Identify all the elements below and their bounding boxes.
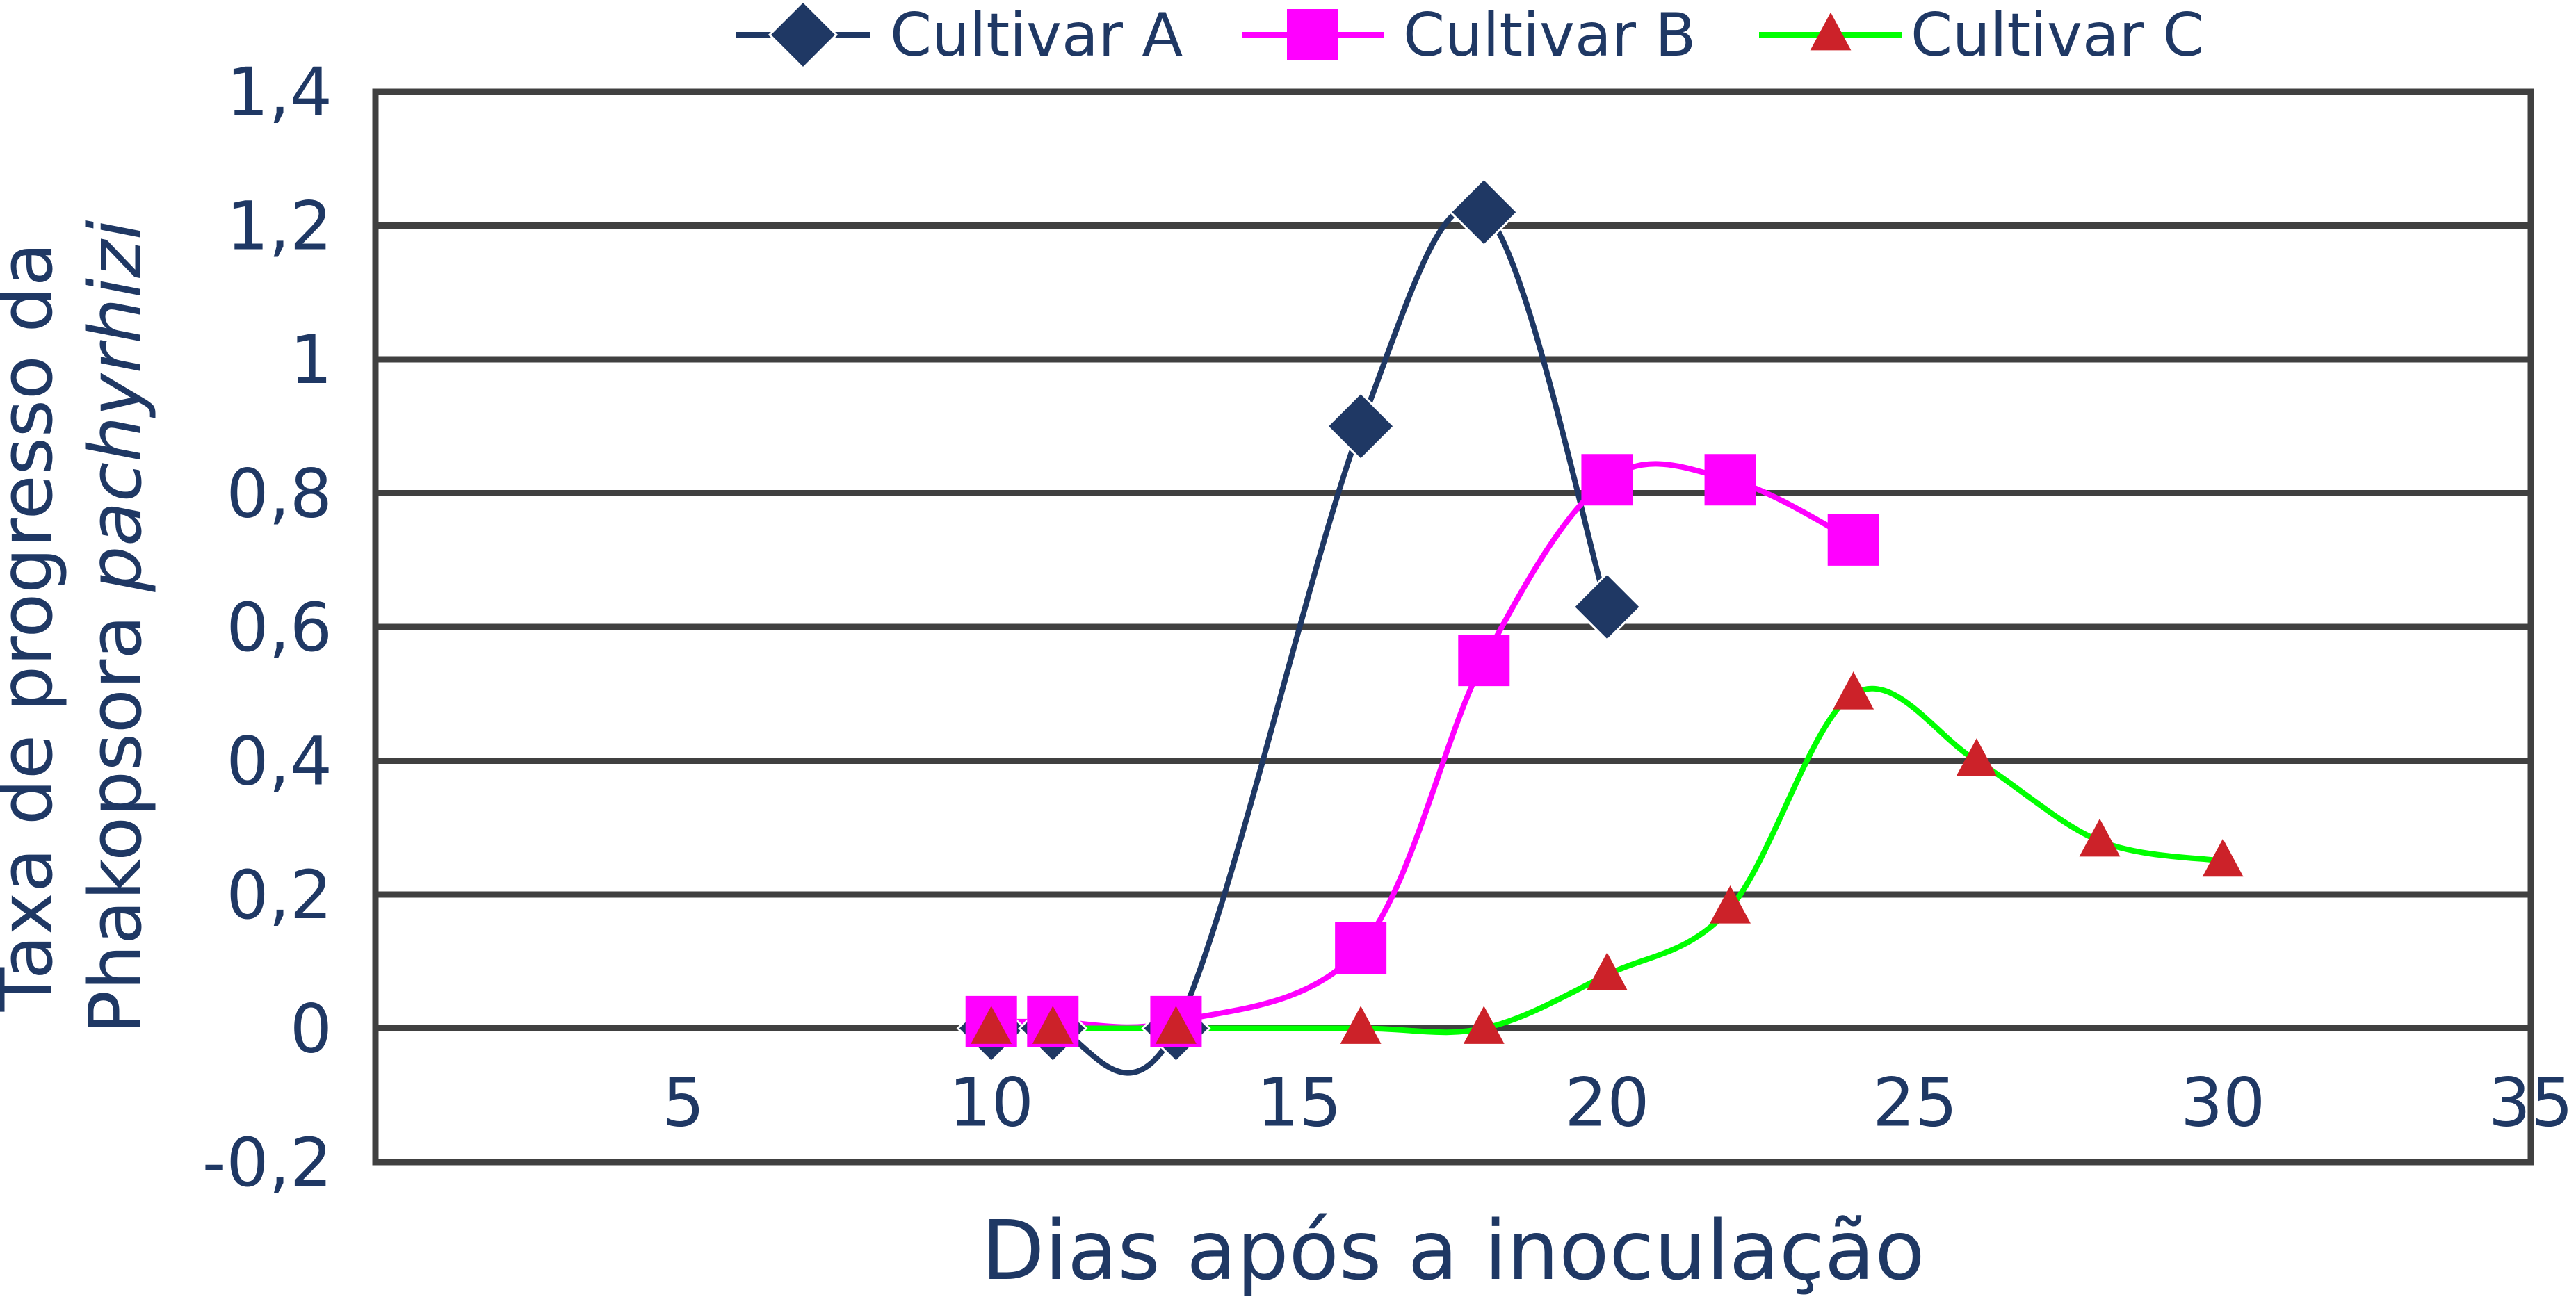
data-point-series-2 — [1458, 635, 1510, 687]
x-tick-label: 15 — [1256, 1064, 1341, 1142]
series-line-2 — [988, 461, 1856, 1030]
x-axis-title: Dias após a inoculação — [981, 1202, 1925, 1298]
data-point-series-2 — [1335, 922, 1387, 974]
legend-label-3: Cultivar C — [1911, 1, 2204, 70]
legend-marker-2 — [1287, 9, 1338, 60]
y-tick-label: 1,2 — [226, 188, 332, 266]
data-point-series-2 — [1704, 454, 1756, 506]
x-tick-label: 25 — [1872, 1064, 1957, 1142]
y-tick-labels: -0,2 0 0,2 0,4 0,6 0,8 1 1,2 1,4 — [202, 54, 332, 1202]
legend-marker-3 — [1810, 12, 1852, 51]
data-point-series-3 — [2079, 818, 2121, 857]
y-tick-label: 1,4 — [226, 54, 332, 131]
x-tick-label: 10 — [949, 1064, 1034, 1142]
data-point-series-1 — [1449, 177, 1519, 247]
y-tick-label: 0,6 — [226, 589, 332, 667]
data-point-series-3 — [971, 1006, 1012, 1044]
series-markers — [956, 177, 2244, 1063]
data-point-series-2 — [1827, 514, 1879, 566]
y-tick-label: -0,2 — [202, 1124, 332, 1202]
x-tick-labels: 5 10 15 20 25 30 35 — [662, 1064, 2573, 1142]
x-tick-label: 5 — [662, 1064, 704, 1142]
series-line-1 — [988, 204, 1610, 1076]
y-axis-title-prefix: Phakopsora — [73, 592, 158, 1034]
y-axis-title-italic: pachyrhizi — [73, 220, 158, 593]
y-axis-title-line2: Phakopsora pachyrhizi — [73, 220, 158, 1034]
legend-label-2: Cultivar B — [1403, 1, 1696, 70]
grid-lines — [375, 222, 2531, 1031]
data-point-series-3 — [1833, 671, 1874, 710]
legend-label-1: Cultivar A — [890, 1, 1183, 70]
data-point-series-1 — [1326, 391, 1396, 462]
y-tick-label: 0,2 — [226, 856, 332, 934]
data-point-series-3 — [1156, 1006, 1197, 1044]
data-point-series-3 — [1340, 1006, 1382, 1044]
data-point-series-3 — [1587, 952, 1628, 990]
legend: Cultivar A Cultivar B Cultivar C — [736, 0, 2204, 70]
data-point-series-3 — [1032, 1006, 1074, 1044]
legend-marker-1 — [768, 0, 839, 70]
data-point-series-3 — [1956, 738, 1998, 776]
data-point-series-3 — [1463, 1006, 1505, 1044]
x-tick-label: 35 — [2488, 1064, 2573, 1142]
y-tick-label: 0 — [290, 990, 332, 1068]
plot-frame — [372, 88, 2534, 1166]
y-axis-title-line1: Taxa de progresso da — [0, 243, 69, 1013]
y-tick-label: 0,4 — [226, 723, 332, 801]
y-tick-label: 1 — [290, 321, 332, 399]
data-point-series-1 — [1572, 572, 1642, 642]
data-point-series-3 — [1710, 885, 1751, 924]
x-tick-label: 30 — [2180, 1064, 2265, 1142]
data-point-series-2 — [1581, 454, 1633, 506]
x-tick-label: 20 — [1564, 1064, 1649, 1142]
data-point-series-3 — [2202, 838, 2244, 877]
y-tick-label: 0,8 — [226, 455, 332, 533]
